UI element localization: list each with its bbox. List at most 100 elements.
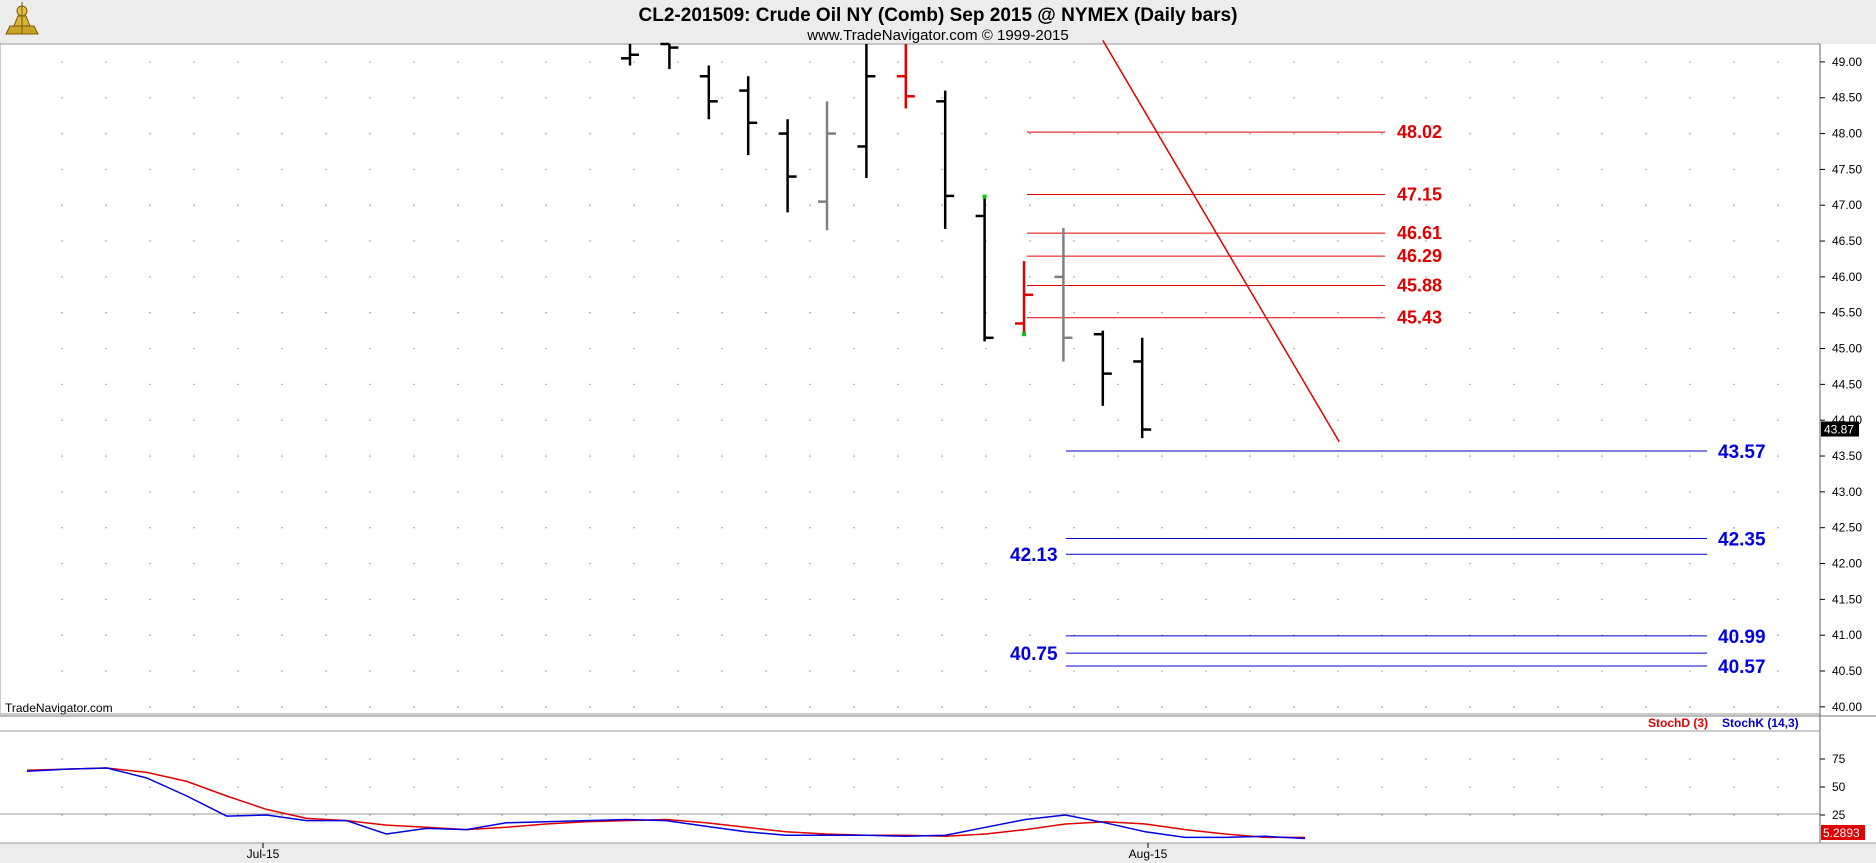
grid-dot	[149, 562, 151, 565]
grid-dot	[193, 634, 195, 636]
grid-dot	[589, 61, 591, 63]
grid-dot	[1161, 526, 1163, 529]
grid-dot	[1337, 240, 1339, 242]
grid-dot	[985, 347, 987, 350]
grid-dot	[281, 634, 283, 636]
grid-dot	[1733, 61, 1735, 63]
grid-dot	[1777, 598, 1779, 601]
grid-dot	[281, 526, 283, 529]
grid-dot	[61, 491, 63, 493]
grid-dot	[545, 598, 547, 601]
grid-dot	[941, 706, 943, 708]
grid-dot	[501, 526, 503, 529]
grid-dot	[1689, 491, 1691, 493]
grid-dot	[1601, 96, 1603, 99]
grid-dot	[941, 204, 943, 207]
grid-dot	[941, 240, 943, 242]
grid-dot	[633, 419, 635, 422]
grid-dot	[1337, 670, 1339, 672]
grid-dot	[149, 204, 151, 207]
grid-dot	[149, 491, 151, 493]
grid-dot	[369, 670, 371, 672]
grid-dot	[1073, 96, 1075, 99]
grid-dot	[1425, 526, 1427, 529]
grid-dot	[1293, 383, 1295, 386]
svg-text:5.2893: 5.2893	[1823, 826, 1860, 840]
grid-dot	[545, 347, 547, 350]
grid-dot	[281, 132, 283, 135]
grid-dot	[1425, 562, 1427, 565]
grid-dot	[1733, 240, 1735, 242]
grid-dot	[765, 132, 767, 135]
grid-dot	[1073, 526, 1075, 529]
grid-dot	[1601, 168, 1603, 171]
grid-dot	[985, 419, 987, 422]
grid-dot	[237, 786, 239, 788]
grid-dot	[105, 419, 107, 422]
grid-dot	[721, 276, 723, 278]
grid-dot	[1689, 132, 1691, 135]
grid-dot	[1029, 491, 1031, 493]
grid-dot	[413, 814, 415, 816]
grid-dot	[413, 168, 415, 171]
grid-dot	[765, 455, 767, 457]
grid-dot	[1073, 276, 1075, 278]
grid-dot	[1557, 562, 1559, 565]
grid-dot	[1205, 455, 1207, 457]
grid-dot	[853, 61, 855, 63]
grid-dot	[61, 132, 63, 135]
grid-dot	[501, 786, 503, 788]
grid-dot	[1469, 240, 1471, 242]
grid-dot	[1029, 276, 1031, 278]
grid-dot	[985, 670, 987, 672]
grid-dot	[1689, 814, 1691, 816]
grid-dot	[809, 61, 811, 63]
grid-dot	[1513, 347, 1515, 350]
grid-dot	[149, 455, 151, 457]
grid-dot	[1293, 786, 1295, 788]
grid-dot	[545, 786, 547, 788]
grid-dot	[501, 670, 503, 672]
red-level-label: 45.43	[1397, 308, 1442, 328]
grid-dot	[237, 168, 239, 171]
grid-dot	[281, 758, 283, 760]
grid-dot	[105, 61, 107, 63]
grid-dot	[1029, 634, 1031, 636]
grid-dot	[985, 814, 987, 816]
grid-dot	[1381, 670, 1383, 672]
grid-dot	[1689, 706, 1691, 708]
grid-dot	[1029, 706, 1031, 708]
grid-dot	[413, 670, 415, 672]
grid-dot	[237, 240, 239, 242]
grid-dot	[1029, 526, 1031, 529]
grid-dot	[1073, 706, 1075, 708]
grid-dot	[1777, 814, 1779, 816]
grid-dot	[1029, 168, 1031, 171]
grid-dot	[589, 491, 591, 493]
grid-dot	[1029, 419, 1031, 422]
grid-dot	[1029, 347, 1031, 350]
grid-dot	[721, 562, 723, 565]
grid-dot	[1117, 383, 1119, 386]
grid-dot	[149, 168, 151, 171]
grid-dot	[1601, 786, 1603, 788]
grid-dot	[1777, 132, 1779, 135]
grid-dot	[1337, 96, 1339, 99]
grid-dot	[1381, 562, 1383, 565]
grid-dot	[325, 96, 327, 99]
grid-dot	[457, 96, 459, 99]
price-plot-area[interactable]	[0, 43, 1821, 715]
grid-dot	[1469, 96, 1471, 99]
grid-dot	[325, 491, 327, 493]
grid-dot	[545, 132, 547, 135]
grid-dot	[1161, 455, 1163, 457]
grid-dot	[589, 670, 591, 672]
grid-dot	[413, 96, 415, 99]
grid-dot	[1601, 598, 1603, 601]
grid-dot	[149, 347, 151, 350]
grid-dot	[1425, 347, 1427, 350]
grid-dot	[941, 419, 943, 422]
grid-dot	[1777, 311, 1779, 314]
grid-dot	[1513, 311, 1515, 314]
grid-dot	[633, 491, 635, 493]
